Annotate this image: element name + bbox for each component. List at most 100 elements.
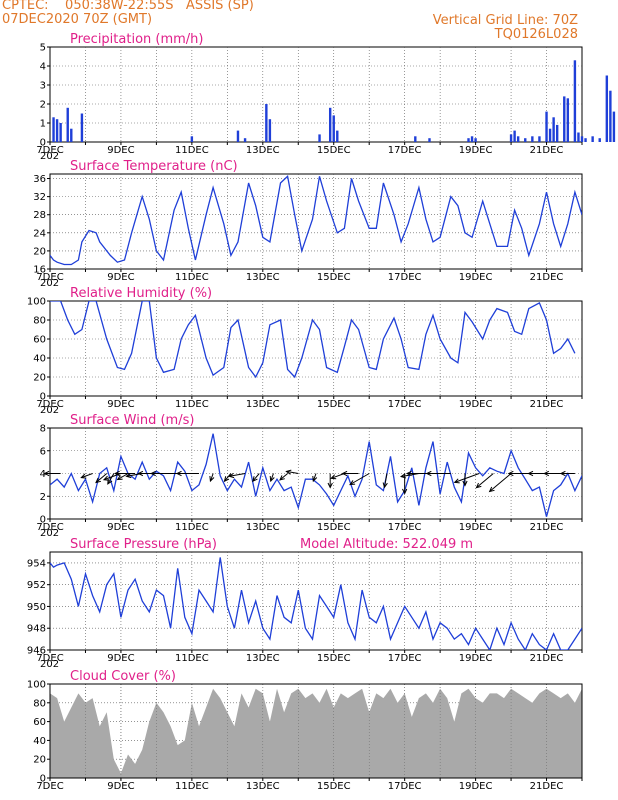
wind-arrow-20 [331,473,345,479]
precip-bar-7 [236,130,240,142]
temp-xtick-year: 202 [40,278,59,289]
wind-arrow-16 [279,473,288,481]
cloud-title: Cloud Cover (%) [70,669,176,684]
pressure-xtick-label-4: 15DEC [317,653,351,664]
precip-bar-5 [80,113,84,142]
wind-arrow-head-10 [175,470,182,477]
precip-bar-8 [243,138,247,142]
precip-bar-14 [336,130,339,142]
pressure-model-altitude: Model Altitude: 522.049 m [300,537,473,552]
precip-ytick-label-0: 0 [40,138,46,149]
cloud-xtick-label-1: 9DEC [107,781,134,792]
wind-xtick-label-0: 7DEC [36,522,63,533]
precip-bar-9 [265,104,268,142]
temp-ytick-label-0: 16 [33,265,46,276]
wind-arrow-head-29 [453,478,460,484]
wind-series-line [50,433,582,517]
precip-bar-18 [470,136,474,142]
precip-bar-10 [268,119,272,142]
wind-arrow-head-11 [209,475,215,483]
precip-bar-23 [524,138,527,142]
wind-arrow-30 [476,473,494,489]
temp-series-line [50,175,582,266]
rh-xtick-label-1: 9DEC [107,399,134,410]
wind-xtick-label-6: 19DEC [459,522,493,533]
precip-bar-12 [328,107,332,142]
rh-xtick-label-3: 13DEC [246,399,280,410]
wind-arrow-head-22 [349,480,356,486]
temp-xtick-label-5: 17DEC [388,272,422,283]
rh-ytick-label-4: 80 [33,316,46,327]
precip-bar-26 [545,111,548,142]
wind-arrow-head-31 [488,486,495,493]
header-model-code: TQ0126L028 [494,27,578,42]
precip-xtick-label-2: 11DEC [175,145,209,156]
precip-bar-16 [428,138,431,142]
wind-arrow-head-24 [402,488,408,495]
wind-xtick-label-7: 21DEC [530,522,564,533]
pressure-xtick-label-1: 9DEC [107,653,134,664]
pressure-series-line [50,557,582,650]
wind-arrow-head-13 [228,472,235,479]
precip-bar-30 [563,96,566,142]
precip-bar-34 [580,136,584,142]
precip-bar-25 [538,136,541,142]
cloud-xtick-label-7: 21DEC [530,781,564,792]
cloud-ytick-label-4: 80 [33,698,46,709]
pressure-plot-frame [49,551,583,651]
wind-arrow-head-33 [527,470,534,477]
wind-arrow-head-2 [95,477,102,484]
temp-xtick-label-6: 19DEC [459,272,493,283]
wind-arrow-head-12 [223,476,230,483]
wind-arrow-head-20 [330,474,337,480]
precip-bar-35 [584,138,587,142]
cloud-xtick-label-0: 7DEC [36,781,63,792]
precip-ytick-label-5: 5 [40,43,46,54]
wind-arrow-head-32 [507,470,514,477]
wind-arrow-13 [229,473,246,477]
precip-bar-27 [548,128,552,142]
wind-arrow-head-30 [475,482,482,489]
wind-xtick-label-2: 11DEC [175,522,209,533]
pressure-ytick-label-1: 948 [27,624,46,635]
rh-xtick-label-5: 17DEC [388,399,422,410]
pressure-xtick-label-6: 19DEC [459,653,493,664]
precip-bar-11 [318,134,321,142]
wind-arrow-head-18 [312,475,318,483]
precip-xtick-label-5: 17DEC [388,145,422,156]
precip-bar-17 [467,138,470,142]
wind-arrow-3 [107,473,115,485]
pressure-xtick-label-5: 17DEC [388,653,422,664]
precip-bar-38 [605,75,609,142]
wind-arrow-23 [384,473,388,488]
wind-xtick-label-1: 9DEC [107,522,134,533]
precip-bar-37 [598,138,601,142]
temp-ytick-label-5: 36 [33,174,46,185]
header-date: 07DEC2020 70Z (GMT) [2,12,153,27]
pressure-ytick-label-3: 952 [27,580,46,591]
wind-arrow-head-14 [252,476,258,483]
pressure-xtick-year: 202 [40,659,59,670]
wind-arrow-2 [95,473,108,483]
precip-xtick-label-4: 15DEC [317,145,351,156]
cloud-plot-frame-over [49,683,583,779]
wind-arrow-head-21 [341,470,348,477]
wind-arrow-head-9 [150,470,156,477]
wind-arrow-1 [81,473,93,479]
wind-ytick-label-3: 6 [40,446,46,457]
wind-arrow-head-15 [269,475,275,483]
temp-ytick-label-1: 20 [33,246,46,257]
temp-ytick-label-3: 28 [33,210,46,221]
precip-bar-2 [59,123,62,142]
wind-arrow-head-25 [399,473,407,479]
header-grid-line: Vertical Grid Line: 70Z [432,13,578,28]
wind-arrow-head-16 [279,475,285,481]
precip-bar-24 [531,136,534,142]
precip-bar-13 [332,115,335,142]
rh-xtick-label-4: 15DEC [317,399,351,410]
precip-bar-29 [555,124,559,142]
wind-xtick-label-3: 13DEC [246,522,280,533]
pressure-title: Surface Pressure (hPa) [70,537,217,552]
rh-ytick-label-3: 60 [33,335,46,346]
wind-arrow-head-5 [116,475,123,481]
